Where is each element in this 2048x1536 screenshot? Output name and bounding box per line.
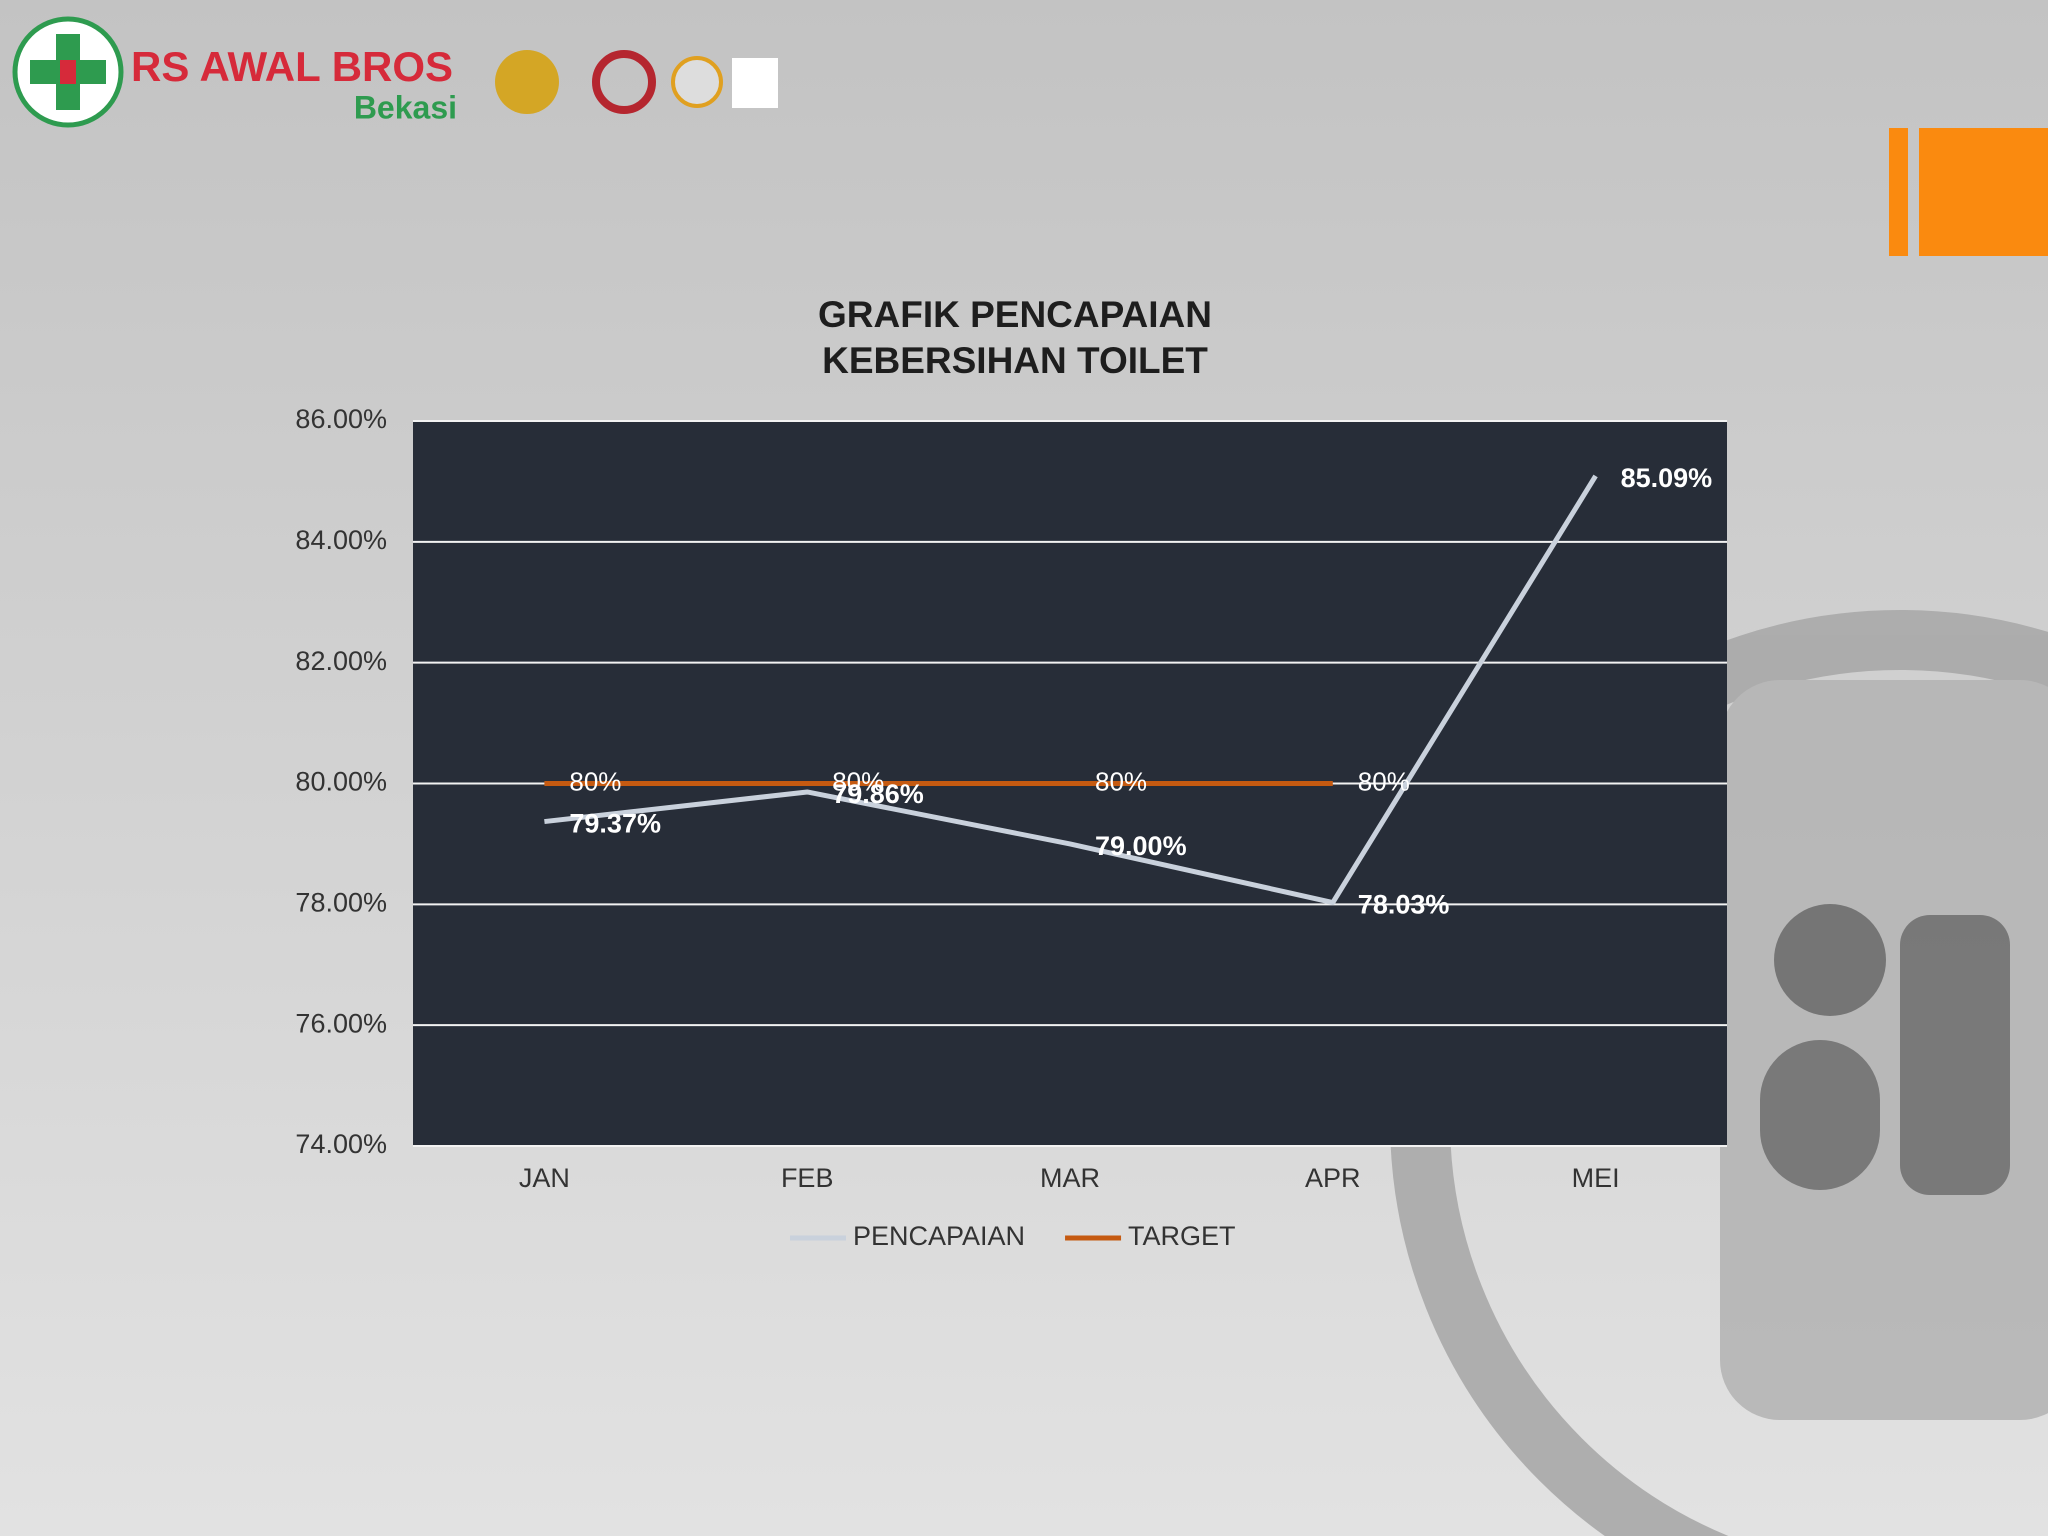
data-label: 79.00% <box>1095 831 1187 861</box>
y-tick-label: 84.00% <box>295 525 387 555</box>
brand-location: Bekasi <box>354 89 457 125</box>
y-tick-label: 76.00% <box>295 1008 387 1038</box>
data-label: 80% <box>1095 766 1147 796</box>
data-label: 79.86% <box>832 779 924 809</box>
data-label: 79.37% <box>569 809 661 839</box>
x-tick-label: MAR <box>1040 1163 1100 1193</box>
series-line <box>544 474 1598 906</box>
y-tick-label: 78.00% <box>295 887 387 917</box>
brand-name: RS AWAL BROS <box>131 43 453 90</box>
legend-label: PENCAPAIAN <box>853 1221 1025 1251</box>
y-tick-label: 86.00% <box>295 404 387 434</box>
accent-block <box>1919 128 2048 256</box>
logo: RS AWAL BROS Bekasi <box>12 16 778 128</box>
accent-bar <box>1889 128 1908 256</box>
x-tick-label: JAN <box>519 1163 570 1193</box>
y-tick-label: 80.00% <box>295 767 387 797</box>
data-label: 85.09% <box>1621 463 1713 493</box>
y-tick-label: 74.00% <box>295 1129 387 1159</box>
x-tick-label: FEB <box>781 1163 834 1193</box>
legend-label: TARGET <box>1128 1221 1236 1251</box>
data-label: 80% <box>569 766 621 796</box>
x-tick-label: MEI <box>1572 1163 1620 1193</box>
x-tick-label: APR <box>1305 1163 1361 1193</box>
y-tick-label: 82.00% <box>295 646 387 676</box>
data-label: 78.03% <box>1358 890 1450 920</box>
data-label: 80% <box>1358 766 1410 796</box>
chart-title: GRAFIK PENCAPAIAN <box>818 294 1212 335</box>
data-label: 80% <box>832 766 884 796</box>
chart-title: KEBERSIHAN TOILET <box>822 340 1208 381</box>
